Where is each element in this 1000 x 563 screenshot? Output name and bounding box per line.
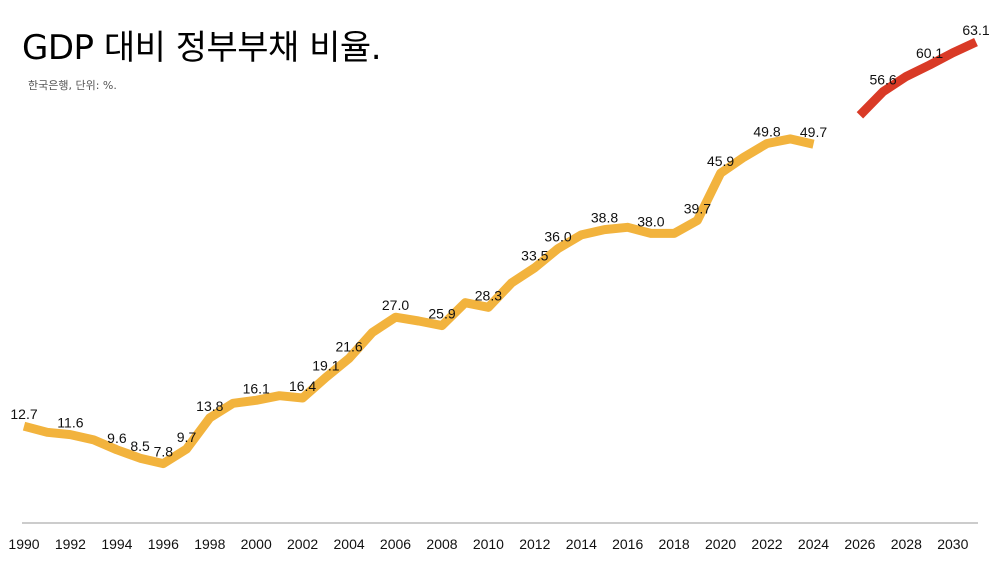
data-label: 9.6 [107,430,127,446]
data-label: 16.1 [243,380,270,396]
data-label: 63.1 [962,22,989,38]
data-label: 8.5 [130,438,150,454]
x-tick-label: 2004 [334,536,365,552]
data-label-layer: 12.7 11.6 9.68.5 7.89.7 13.8 16.1 16.4 19.1 21.6… [10,22,989,460]
x-tick-label: 2018 [659,536,690,552]
series-layer [22,38,978,469]
x-tick-layer: 1990 1992 1994 1996 1998 2000 2002 2004 2006 2008… [8,536,968,552]
x-tick-label: 2024 [798,536,829,552]
data-label: 38.0 [637,213,664,229]
data-label: 27.0 [382,297,409,313]
data-label: 25.9 [428,306,455,322]
data-label: 49.8 [753,124,780,140]
data-label: 56.6 [869,72,896,88]
x-tick-label: 2030 [937,536,968,552]
x-tick-label: 2014 [566,536,597,552]
data-label: 38.8 [591,210,618,226]
x-tick-label: 2012 [519,536,550,552]
x-tick-label: 2022 [751,536,782,552]
x-tick-label: 1994 [101,536,132,552]
x-tick-label: 1996 [148,536,179,552]
data-label: 11.6 [57,415,83,431]
data-label: 13.8 [196,398,223,414]
data-label: 19.1 [312,357,339,373]
data-label: 16.4 [289,378,316,394]
data-label: 60.1 [916,45,943,61]
x-tick-label: 2016 [612,536,643,552]
data-label: 49.7 [800,124,827,140]
data-label: 45.9 [707,153,734,169]
x-tick-label: 2020 [705,536,736,552]
x-tick-label: 2008 [426,536,457,552]
data-label: 28.3 [475,287,502,303]
x-tick-label: 2010 [473,536,504,552]
data-label: 7.8 [154,444,174,460]
x-tick-label: 2002 [287,536,318,552]
x-tick-label: 2028 [891,536,922,552]
chart-subtitle: 한국은행, 단위: %. [28,79,117,92]
data-label: 36.0 [544,229,571,245]
x-tick-label: 2006 [380,536,411,552]
x-tick-label: 1990 [8,536,39,552]
data-label: 33.5 [521,248,548,264]
data-label: 21.6 [335,338,362,354]
x-tick-label: 2026 [844,536,875,552]
data-label: 9.7 [177,429,197,445]
actual-series-line [22,134,815,469]
data-label: 12.7 [10,406,37,422]
x-tick-label: 1992 [55,536,86,552]
x-tick-label: 2000 [241,536,272,552]
forecast-series-line [856,38,978,119]
data-label: 39.7 [684,200,711,216]
x-tick-label: 1998 [194,536,225,552]
chart-title: GDP 대비 정부부채 비율. [22,28,382,68]
